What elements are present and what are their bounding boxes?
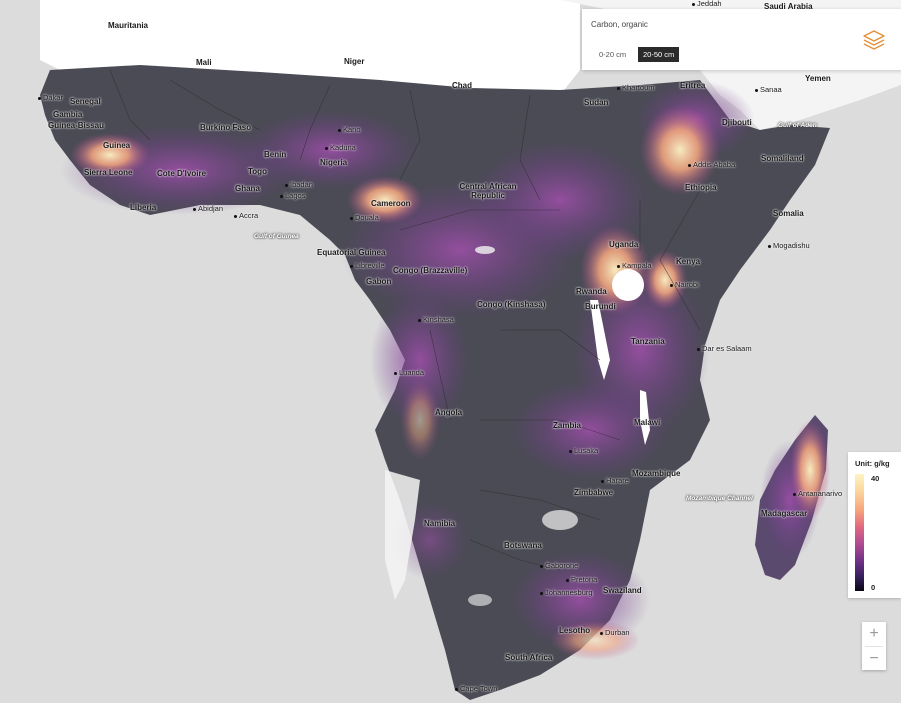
zoom-out-button[interactable]: − bbox=[862, 647, 886, 671]
namib-nodata bbox=[385, 470, 420, 600]
legend: Unit: g/kg 40 0 bbox=[848, 452, 901, 598]
legend-max-value: 40 bbox=[871, 474, 880, 483]
layers-stack-icon-svg bbox=[863, 30, 885, 50]
legend-title: Unit: g/kg bbox=[855, 459, 890, 468]
lake-malawi bbox=[640, 390, 650, 445]
lake-victoria bbox=[612, 269, 644, 301]
zoom-control: + − bbox=[862, 622, 886, 670]
layer-panel: Carbon, organic 0-20 cm 20-50 cm bbox=[582, 9, 901, 70]
zoom-in-button[interactable]: + bbox=[862, 622, 886, 646]
depth-20-50-button[interactable]: 20-50 cm bbox=[638, 47, 680, 62]
legend-min-value: 0 bbox=[871, 583, 876, 592]
legend-color-ramp bbox=[855, 474, 864, 591]
zoom-divider bbox=[865, 646, 883, 647]
lake-tanganyika bbox=[590, 300, 610, 380]
depth-0-20-button[interactable]: 0-20 cm bbox=[594, 47, 632, 62]
layers-stack-icon[interactable] bbox=[861, 27, 887, 53]
layer-title: Carbon, organic bbox=[591, 20, 648, 29]
